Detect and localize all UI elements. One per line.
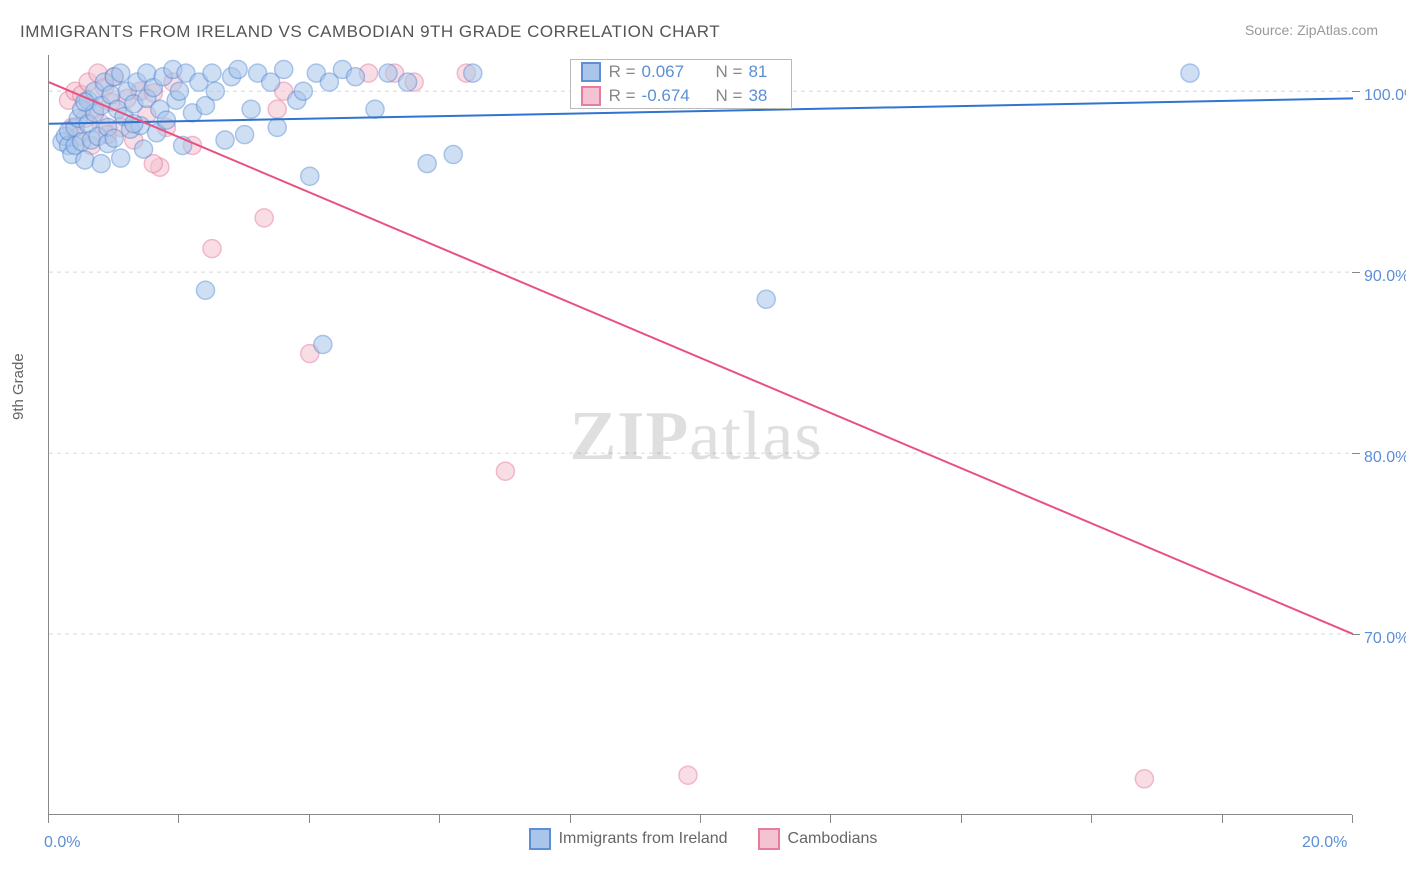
- y-tick-label: 90.0%: [1364, 268, 1406, 286]
- x-tick: [700, 815, 701, 823]
- stats-legend-box: R = 0.067 N =81 R = -0.674 N =38: [570, 59, 793, 109]
- stats-R-value-ireland: 0.067: [642, 62, 702, 82]
- x-tick: [830, 815, 831, 823]
- x-tick: [309, 815, 310, 823]
- y-tick: [1352, 634, 1360, 635]
- y-tick-label: 80.0%: [1364, 449, 1406, 467]
- stats-N-value-cambodian: 38: [748, 86, 767, 106]
- x-tick-label: 20.0%: [1302, 834, 1347, 852]
- legend-swatch-cambodian: [758, 828, 780, 850]
- legend-label-ireland: Immigrants from Ireland: [559, 830, 728, 848]
- x-tick: [1352, 815, 1353, 823]
- stats-N-label: N =: [716, 86, 743, 106]
- x-tick: [1091, 815, 1092, 823]
- stats-row-ireland: R = 0.067 N =81: [571, 60, 792, 84]
- stats-swatch-cambodian: [581, 86, 601, 106]
- y-tick: [1352, 453, 1360, 454]
- x-tick: [961, 815, 962, 823]
- stats-R-label: R =: [609, 62, 636, 82]
- source-label: Source: ZipAtlas.com: [1245, 22, 1378, 38]
- x-tick: [439, 815, 440, 823]
- y-tick: [1352, 91, 1360, 92]
- y-tick-label: 100.0%: [1364, 87, 1406, 105]
- stats-N-label: N =: [716, 62, 743, 82]
- stats-row-cambodian: R = -0.674 N =38: [571, 84, 792, 108]
- chart-title: IMMIGRANTS FROM IRELAND VS CAMBODIAN 9TH…: [20, 22, 720, 42]
- stats-R-value-cambodian: -0.674: [642, 86, 702, 106]
- chart-plot-area: [48, 55, 1352, 815]
- x-tick: [1222, 815, 1223, 823]
- legend-swatch-ireland: [529, 828, 551, 850]
- stats-N-value-ireland: 81: [748, 62, 767, 82]
- y-axis-label: 9th Grade: [10, 353, 27, 420]
- legend-label-cambodian: Cambodians: [788, 830, 878, 848]
- chart-svg: [49, 55, 1352, 814]
- x-tick-label: 0.0%: [44, 834, 80, 852]
- y-tick-label: 70.0%: [1364, 630, 1406, 648]
- stats-swatch-ireland: [581, 62, 601, 82]
- y-tick: [1352, 272, 1360, 273]
- x-tick: [570, 815, 571, 823]
- bottom-legend: Immigrants from Ireland Cambodians: [0, 828, 1406, 850]
- x-tick: [178, 815, 179, 823]
- x-tick: [48, 815, 49, 823]
- stats-R-label: R =: [609, 86, 636, 106]
- legend-item-cambodian: Cambodians: [758, 828, 878, 850]
- legend-item-ireland: Immigrants from Ireland: [529, 828, 728, 850]
